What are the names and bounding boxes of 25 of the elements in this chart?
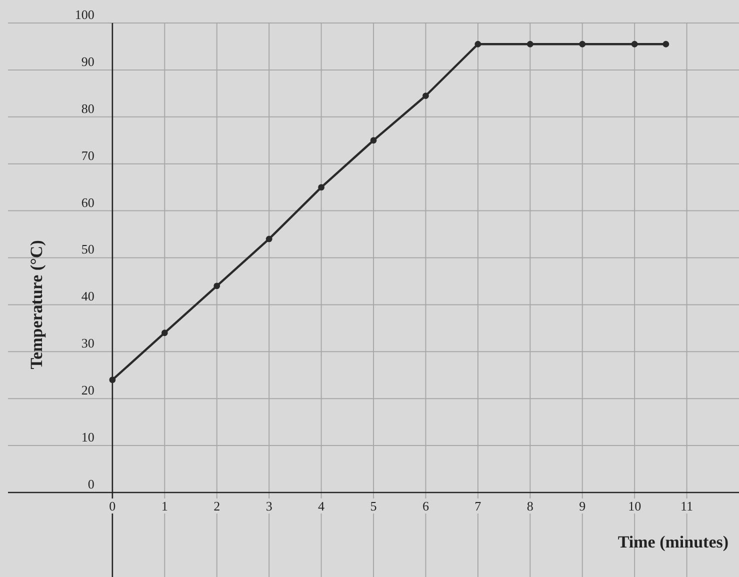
x-tick-label: 9 <box>579 498 586 514</box>
y-tick-label: 80 <box>81 100 94 116</box>
x-tick-label: 3 <box>266 498 272 514</box>
y-tick-label: 100 <box>74 7 94 22</box>
y-tick-label: 30 <box>81 336 94 351</box>
x-tick-label: 0 <box>109 498 116 514</box>
x-tick-label: 6 <box>422 498 430 514</box>
x-tick-label: 7 <box>474 498 482 514</box>
y-tick-label: 70 <box>81 148 94 163</box>
x-tick-label: 11 <box>680 498 694 514</box>
y-tick-label: 90 <box>81 54 94 69</box>
x-tick-label: 2 <box>214 498 220 514</box>
y-tick-label: 10 <box>81 430 94 445</box>
y-axis-title: Temperature (°C) <box>27 240 46 370</box>
y-tick-label: 20 <box>81 382 94 398</box>
x-tick-label: 5 <box>370 498 377 514</box>
y-tick-label: 0 <box>88 476 94 492</box>
x-tick-label: 8 <box>526 498 534 514</box>
y-tick-label: 50 <box>81 242 94 257</box>
x-tick-label: 1 <box>161 498 168 514</box>
y-tick-label: 40 <box>81 288 94 304</box>
y-tick-label: 60 <box>81 194 94 210</box>
x-axis-title: Time (minutes) <box>618 532 729 552</box>
x-tick-label: 4 <box>318 498 326 514</box>
x-tick-label: 10 <box>628 498 642 514</box>
